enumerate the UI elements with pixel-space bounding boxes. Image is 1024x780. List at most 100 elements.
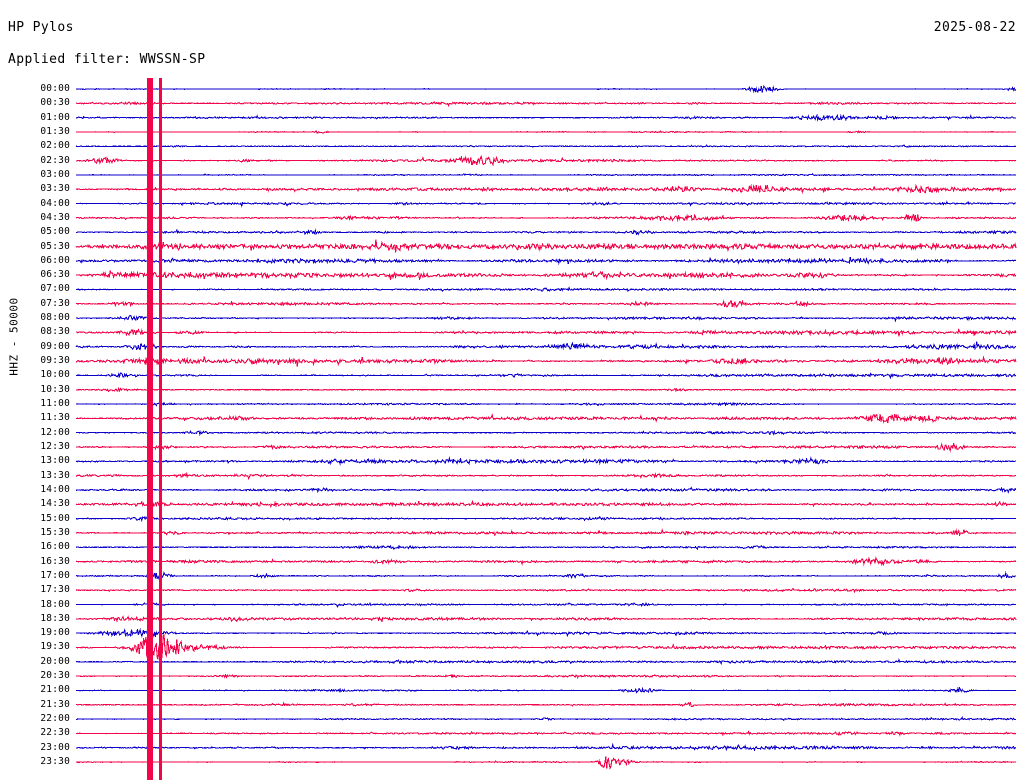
time-tick-label: 08:00	[40, 312, 70, 324]
time-tick-label: 10:30	[40, 383, 70, 395]
trace-line	[75, 213, 1017, 223]
trace-line	[75, 413, 1017, 424]
trace-line	[75, 658, 1017, 666]
time-tick-label: 12:30	[40, 441, 70, 452]
trace-line	[75, 515, 1017, 523]
trace-line	[75, 701, 1017, 708]
trace-line	[76, 228, 1017, 236]
trace-line	[76, 327, 1017, 337]
time-tick-label: 13:30	[40, 469, 70, 481]
trace-line	[76, 742, 1017, 752]
time-tick-label: 07:30	[40, 297, 70, 309]
time-tick-label: 02:00	[40, 140, 70, 152]
time-tick-label: 05:30	[40, 240, 70, 252]
trace-line	[75, 256, 1017, 266]
time-tick-label: 01:30	[40, 125, 70, 137]
trace-line	[75, 299, 1017, 308]
time-tick-label: 00:30	[40, 97, 70, 109]
time-tick-label: 23:30	[40, 756, 70, 768]
time-tick-label: 23:00	[40, 741, 70, 753]
trace-line	[75, 571, 1017, 581]
trace-line	[75, 456, 1017, 466]
time-axis-ticks: 00:00 00:30 01:00 01:30 02:00 02:30 03:00 03:30…	[0, 0, 74, 780]
trace-line	[76, 355, 1017, 367]
trace-line	[75, 386, 1017, 393]
trace-line	[76, 615, 1017, 623]
time-tick-label: 19:00	[40, 627, 70, 639]
trace-line	[75, 544, 1017, 551]
station-title: HP Pylos	[8, 20, 74, 35]
trace-line	[75, 314, 1017, 323]
time-tick-label: 20:00	[40, 655, 70, 667]
time-tick-label: 12:00	[40, 426, 70, 438]
trace-line	[75, 471, 1017, 480]
time-tick-label: 08:30	[40, 326, 70, 338]
trace-line	[75, 628, 1016, 638]
trace-line	[75, 269, 1017, 281]
time-tick-label: 01:00	[40, 111, 70, 123]
trace-line	[75, 200, 1017, 208]
time-tick-label: 11:30	[40, 412, 70, 424]
trace-line	[75, 587, 1017, 594]
marker-line-secondary	[159, 78, 162, 780]
trace-line	[75, 85, 1017, 94]
time-tick-label: 06:30	[40, 269, 70, 281]
time-tick-label: 06:00	[40, 254, 70, 266]
trace-line	[75, 429, 1017, 437]
time-tick-label: 15:30	[40, 526, 70, 538]
trace-line	[75, 633, 1017, 661]
time-tick-label: 14:30	[40, 498, 70, 510]
applied-filter-label: Applied filter: WWSSN-SP	[8, 52, 206, 67]
time-tick-label: 09:00	[40, 340, 70, 352]
plot-date: 2025-08-22	[933, 20, 1016, 35]
time-tick-label: 17:30	[40, 584, 70, 596]
time-tick-label: 03:00	[40, 168, 70, 180]
trace-line	[75, 113, 1017, 122]
time-tick-label: 19:30	[40, 641, 70, 653]
trace-line	[76, 372, 1017, 380]
trace-line	[76, 129, 1016, 134]
time-tick-label: 14:00	[40, 483, 70, 495]
time-tick-label: 11:00	[40, 398, 70, 410]
trace-line	[75, 528, 1017, 538]
trace-line	[75, 286, 1017, 293]
trace-line	[75, 673, 1016, 680]
trace-line	[75, 556, 1017, 567]
time-tick-label: 20:30	[40, 670, 70, 682]
time-tick-label: 16:00	[40, 541, 70, 553]
time-tick-label: 22:00	[40, 713, 70, 725]
time-tick-label: 21:00	[40, 684, 70, 696]
trace-line	[75, 341, 1017, 351]
trace-line	[75, 601, 1017, 608]
time-tick-label: 04:30	[40, 211, 70, 223]
time-tick-label: 18:30	[40, 612, 70, 624]
time-tick-label: 22:30	[40, 727, 70, 739]
trace-line	[75, 499, 1017, 509]
time-tick-label: 05:00	[40, 226, 70, 238]
time-tick-label: 03:30	[40, 183, 70, 195]
time-tick-label: 02:30	[40, 154, 70, 166]
trace-line	[75, 183, 1017, 195]
trace-line	[75, 756, 1017, 771]
trace-line	[75, 239, 1017, 253]
time-tick-label: 00:00	[40, 83, 70, 94]
trace-line	[75, 730, 1017, 737]
trace-line	[76, 154, 1017, 167]
trace-line	[75, 442, 1017, 453]
time-tick-label: 04:00	[40, 197, 70, 209]
marker-line-primary	[147, 78, 153, 780]
time-tick-label: 21:30	[40, 698, 70, 710]
trace-line	[75, 144, 1017, 149]
trace-line	[75, 686, 1016, 694]
time-tick-label: 18:00	[40, 598, 70, 610]
trace-line	[76, 486, 1017, 494]
trace-line	[75, 172, 1017, 177]
time-tick-label: 16:30	[40, 555, 70, 567]
time-tick-label: 07:00	[40, 283, 70, 295]
trace-line	[75, 716, 1017, 722]
time-tick-label: 09:30	[40, 355, 70, 367]
time-tick-label: 17:00	[40, 569, 70, 581]
time-tick-label: 13:00	[40, 455, 70, 467]
trace-line	[75, 401, 1017, 407]
